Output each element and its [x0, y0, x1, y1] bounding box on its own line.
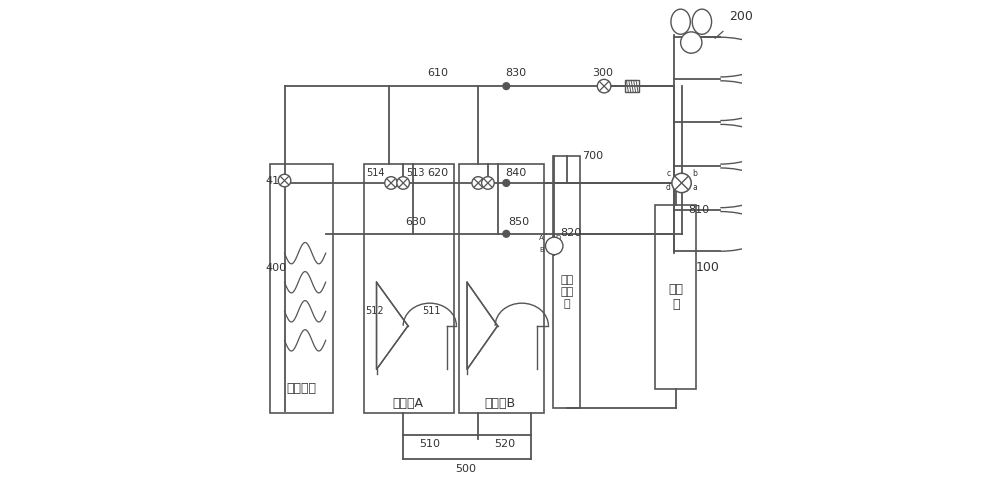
Text: a: a: [692, 183, 697, 192]
Text: 300: 300: [592, 68, 613, 78]
Text: D: D: [556, 235, 561, 241]
Circle shape: [503, 180, 510, 187]
Text: 室内机B: 室内机B: [484, 397, 516, 410]
Text: b: b: [692, 169, 697, 178]
Bar: [553, 156, 580, 408]
Circle shape: [397, 177, 409, 189]
Text: 520: 520: [494, 439, 515, 450]
Bar: [625, 80, 639, 92]
Circle shape: [597, 79, 611, 93]
Text: 400: 400: [265, 262, 286, 273]
Text: c: c: [667, 169, 671, 178]
Bar: [655, 205, 696, 389]
Circle shape: [385, 177, 397, 189]
Circle shape: [672, 173, 691, 193]
Polygon shape: [467, 282, 498, 370]
Text: B: B: [539, 247, 544, 253]
Ellipse shape: [671, 9, 690, 34]
Text: 850: 850: [509, 217, 530, 227]
Text: 压缩
机: 压缩 机: [668, 283, 683, 311]
Text: d: d: [666, 183, 671, 192]
Text: 500: 500: [456, 464, 477, 474]
Text: 200: 200: [729, 10, 753, 23]
Text: 514: 514: [366, 169, 385, 178]
Text: 620: 620: [427, 169, 448, 178]
Text: 100: 100: [696, 261, 720, 274]
Bar: [364, 164, 454, 413]
Text: C: C: [556, 247, 560, 253]
Text: 510: 510: [419, 439, 440, 450]
Circle shape: [472, 177, 485, 189]
Text: 513: 513: [406, 169, 425, 178]
Circle shape: [278, 174, 291, 187]
Text: 气液
分离
器: 气液 分离 器: [560, 275, 573, 309]
Text: 630: 630: [406, 217, 427, 227]
Circle shape: [503, 230, 510, 237]
Text: 610: 610: [427, 68, 448, 78]
Circle shape: [681, 32, 702, 53]
Bar: [270, 164, 333, 413]
Text: 820: 820: [560, 228, 581, 238]
Polygon shape: [377, 282, 408, 370]
Text: 室内机A: 室内机A: [392, 397, 423, 410]
Circle shape: [482, 177, 494, 189]
Text: 830: 830: [505, 68, 526, 78]
Text: A: A: [539, 235, 544, 241]
Circle shape: [546, 237, 563, 255]
Text: M: M: [686, 37, 696, 48]
Text: 511: 511: [423, 306, 441, 316]
Bar: [459, 164, 544, 413]
Ellipse shape: [692, 9, 712, 34]
Text: 410: 410: [265, 175, 286, 186]
Text: 512: 512: [365, 306, 384, 316]
Text: 810: 810: [688, 205, 709, 215]
Text: 蓄热装置: 蓄热装置: [286, 382, 316, 395]
Text: 840: 840: [505, 169, 526, 178]
Circle shape: [503, 83, 510, 90]
Text: 700: 700: [582, 151, 603, 161]
